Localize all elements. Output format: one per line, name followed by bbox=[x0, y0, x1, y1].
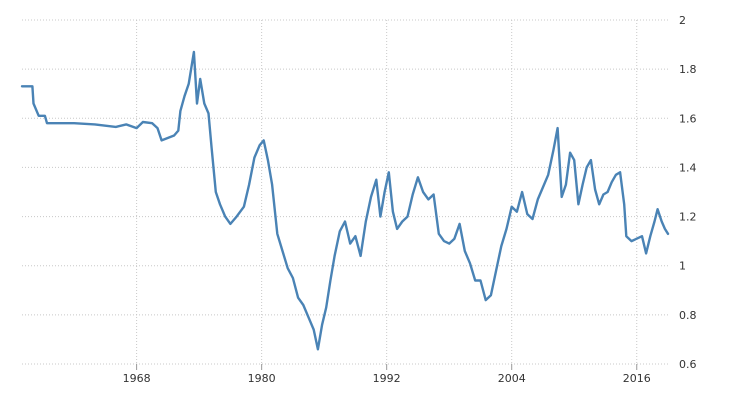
x-tick-label: 1980 bbox=[248, 372, 276, 385]
x-tick-label: 2016 bbox=[623, 372, 651, 385]
y-tick-label: 1.6 bbox=[679, 112, 697, 125]
x-tick-label: 1968 bbox=[123, 372, 151, 385]
y-tick-label: 1 bbox=[679, 260, 686, 273]
y-tick-label: 0.6 bbox=[679, 358, 697, 371]
y-tick-label: 0.8 bbox=[679, 309, 697, 322]
series-layer bbox=[20, 50, 670, 351]
x-tick-label: 1992 bbox=[373, 372, 401, 385]
y-tick-label: 1.8 bbox=[679, 63, 697, 76]
y-axis-ticks: 0.6 0.8 1 1.2 1.4 1.6 1.8 2 bbox=[679, 14, 697, 371]
series-line bbox=[20, 50, 670, 351]
x-tick-label: 2004 bbox=[498, 372, 526, 385]
y-tick-label: 2 bbox=[679, 14, 686, 27]
y-tick-label: 1.4 bbox=[679, 161, 697, 174]
y-tick-label: 1.2 bbox=[679, 211, 697, 224]
x-axis-ticks: 1968 1980 1992 2004 2016 bbox=[123, 364, 651, 385]
grid bbox=[22, 19, 668, 365]
